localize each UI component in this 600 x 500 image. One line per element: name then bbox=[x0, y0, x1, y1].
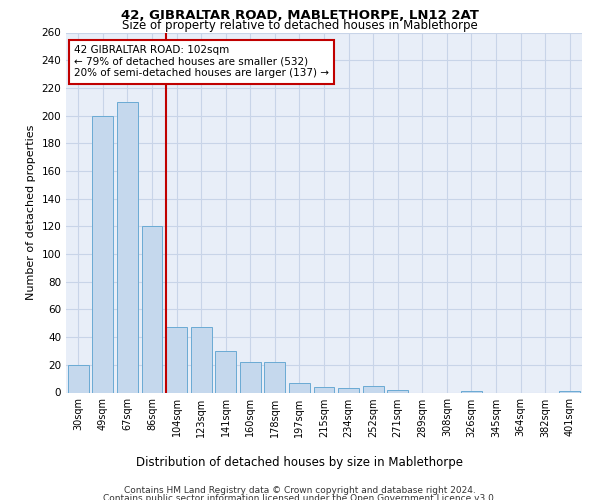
Bar bbox=[387, 390, 408, 392]
Bar bbox=[265, 362, 286, 392]
Bar bbox=[166, 328, 187, 392]
Bar bbox=[191, 328, 212, 392]
Bar bbox=[215, 351, 236, 393]
Bar bbox=[240, 362, 261, 392]
Text: Distribution of detached houses by size in Mablethorpe: Distribution of detached houses by size … bbox=[137, 456, 464, 469]
Bar bbox=[289, 383, 310, 392]
Bar bbox=[314, 387, 334, 392]
Bar bbox=[68, 365, 89, 392]
Bar bbox=[461, 391, 482, 392]
Text: 42, GIBRALTAR ROAD, MABLETHORPE, LN12 2AT: 42, GIBRALTAR ROAD, MABLETHORPE, LN12 2A… bbox=[121, 9, 479, 22]
Text: Contains public sector information licensed under the Open Government Licence v3: Contains public sector information licen… bbox=[103, 494, 497, 500]
Bar bbox=[142, 226, 163, 392]
Y-axis label: Number of detached properties: Number of detached properties bbox=[26, 125, 36, 300]
Bar bbox=[92, 116, 113, 392]
Text: Contains HM Land Registry data © Crown copyright and database right 2024.: Contains HM Land Registry data © Crown c… bbox=[124, 486, 476, 495]
Text: 42 GIBRALTAR ROAD: 102sqm
← 79% of detached houses are smaller (532)
20% of semi: 42 GIBRALTAR ROAD: 102sqm ← 79% of detac… bbox=[74, 45, 329, 78]
Bar bbox=[117, 102, 138, 393]
Bar bbox=[338, 388, 359, 392]
Bar bbox=[362, 386, 383, 392]
Bar bbox=[559, 391, 580, 392]
Text: Size of property relative to detached houses in Mablethorpe: Size of property relative to detached ho… bbox=[122, 19, 478, 32]
